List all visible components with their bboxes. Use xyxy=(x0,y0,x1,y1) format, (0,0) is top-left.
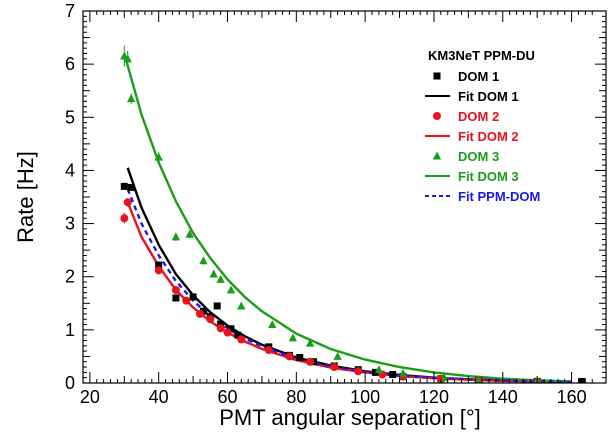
legend-label-fit-ppm-dom: Fit PPM-DOM xyxy=(458,189,540,204)
points-dom-2 xyxy=(120,198,542,383)
data-point xyxy=(195,309,204,318)
data-point xyxy=(123,54,132,63)
y-tick-label: 5 xyxy=(65,107,75,127)
data-point xyxy=(154,266,163,275)
data-point xyxy=(216,274,225,283)
legend-label-fit-dom-2: Fit DOM 2 xyxy=(458,129,519,144)
data-point xyxy=(120,214,129,223)
data-point xyxy=(154,152,163,161)
data-point xyxy=(227,325,235,333)
data-point xyxy=(374,365,384,374)
x-tick-label: 120 xyxy=(419,387,449,407)
data-point xyxy=(285,352,294,361)
legend-label-fit-dom-3: Fit DOM 3 xyxy=(458,169,519,184)
data-point xyxy=(171,232,181,241)
data-point xyxy=(296,353,304,361)
x-tick-label: 40 xyxy=(149,387,169,407)
data-point xyxy=(120,182,128,190)
fit-line-fit-dom-3 xyxy=(123,53,572,383)
y-tick-label: 7 xyxy=(65,1,75,21)
x-tick-label: 60 xyxy=(217,387,237,407)
legend-marker-dom-2 xyxy=(433,112,441,120)
data-point xyxy=(237,335,246,344)
data-point xyxy=(306,357,315,366)
legend-label-dom-2: DOM 2 xyxy=(458,109,499,124)
data-point xyxy=(223,328,232,337)
legend-label-dom-3: DOM 3 xyxy=(458,149,499,164)
y-axis-ticks: 0 1 2 3 4 5 6 7 xyxy=(65,1,606,393)
data-point xyxy=(234,331,242,339)
y-tick-label: 6 xyxy=(65,54,75,74)
x-tick-label: 100 xyxy=(350,387,380,407)
data-point xyxy=(398,368,408,377)
legend-title: KM3NeT PPM-DU xyxy=(428,48,535,63)
fit-line-fit-ppm-dom xyxy=(126,188,572,383)
legend: KM3NeT PPM-DU DOM 1 Fit DOM 1 DOM 2 Fit DOM… xyxy=(418,40,560,216)
data-point xyxy=(126,94,136,103)
data-point xyxy=(199,307,207,315)
data-point xyxy=(127,183,135,191)
x-tick-label: 20 xyxy=(80,387,100,407)
data-point xyxy=(440,373,449,382)
y-axis-title: Rate [Hz] xyxy=(13,151,38,243)
y-tick-label: 1 xyxy=(65,320,75,340)
data-point xyxy=(155,261,163,269)
data-point xyxy=(199,256,208,265)
data-point xyxy=(213,302,221,310)
data-point xyxy=(264,346,273,355)
data-point xyxy=(578,377,586,383)
legend-marker-dom-3 xyxy=(432,151,442,160)
data-point xyxy=(354,367,363,376)
legend-label-fit-dom-1: Fit DOM 1 xyxy=(458,89,519,104)
x-tick-label: 160 xyxy=(557,387,587,407)
data-point xyxy=(333,351,342,360)
data-point xyxy=(237,301,246,310)
data-point xyxy=(209,269,218,278)
data-point xyxy=(171,286,180,294)
data-point xyxy=(305,338,315,347)
series-layer xyxy=(120,45,586,383)
data-point xyxy=(206,315,215,324)
legend-box xyxy=(418,40,560,216)
y-tick-label: 2 xyxy=(65,267,75,287)
data-point xyxy=(185,229,194,238)
x-tick-label: 80 xyxy=(286,387,306,407)
points-dom-3 xyxy=(120,45,541,383)
data-point xyxy=(330,363,339,372)
data-point xyxy=(189,293,197,301)
data-point xyxy=(474,375,483,383)
data-point xyxy=(288,333,298,342)
y-tick-label: 0 xyxy=(65,373,75,393)
data-point xyxy=(226,285,236,294)
data-point xyxy=(172,294,180,302)
legend-marker-dom-1 xyxy=(433,72,441,80)
data-point xyxy=(182,296,191,305)
x-axis-title: PMT angular separation [°] xyxy=(219,405,481,430)
y-tick-label: 3 xyxy=(65,214,75,234)
data-point xyxy=(123,198,132,207)
y-tick-label: 4 xyxy=(65,160,75,180)
data-point xyxy=(216,324,225,333)
data-point xyxy=(268,320,277,329)
fit-line-fit-dom-2 xyxy=(126,201,572,383)
x-axis-ticks: 20 40 60 80 100 120 140 160 xyxy=(80,11,593,407)
legend-label-dom-1: DOM 1 xyxy=(458,69,499,84)
x-tick-label: 140 xyxy=(488,387,518,407)
data-point xyxy=(389,370,397,378)
